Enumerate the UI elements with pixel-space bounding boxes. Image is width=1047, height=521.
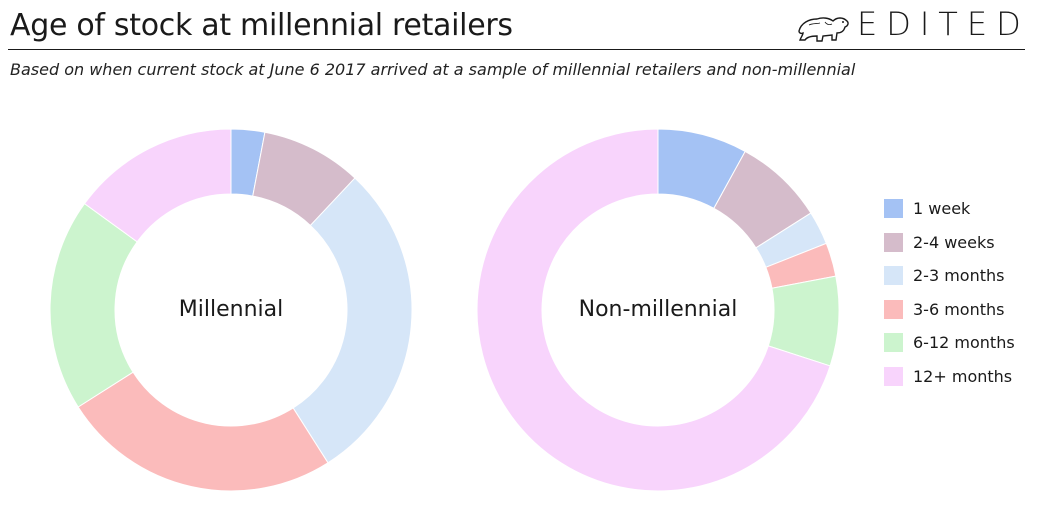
polar-bear-icon (798, 17, 849, 42)
legend-label: 2-3 months (913, 266, 1005, 286)
legend-label: 1 week (913, 199, 971, 219)
donut-slice-millennial-2 (292, 177, 413, 464)
legend-item: 2-3 months (884, 259, 1015, 293)
donut-center-label: Millennial (179, 297, 283, 322)
legend-swatch (884, 199, 903, 219)
donut-slice-non-millennial-5 (476, 128, 831, 492)
legend-item: 3-6 months (884, 293, 1015, 327)
legend-swatch (884, 333, 903, 353)
legend-item: 2-4 weeks (884, 226, 1015, 260)
chart-subtitle: Based on when current stock at June 6 20… (10, 60, 856, 79)
legend-label: 2-4 weeks (913, 232, 995, 252)
legend-swatch (884, 266, 903, 286)
chart-title: Age of stock at millennial retailers (10, 8, 513, 43)
legend-swatch (884, 299, 903, 319)
edited-logo: EDITED (795, 5, 1030, 45)
title-divider (8, 49, 1025, 50)
legend-swatch (884, 366, 903, 386)
donut-slice-millennial-3 (77, 371, 329, 492)
legend-label: 12+ months (913, 366, 1013, 386)
donut-slice-millennial-4 (49, 202, 138, 408)
legend-item: 1 week (884, 192, 1015, 226)
legend-swatch (884, 232, 903, 252)
legend-item: 6-12 months (884, 326, 1015, 360)
donut-slice-millennial-5 (83, 128, 232, 243)
donut-center-label: Non-millennial (579, 297, 738, 322)
legend-label: 6-12 months (913, 333, 1015, 353)
legend-item: 12+ months (884, 360, 1015, 394)
logo-text: EDITED (857, 5, 1030, 43)
legend-label: 3-6 months (913, 299, 1005, 319)
chart-legend: 1 week 2-4 weeks 2-3 months 3-6 months 6-12 … (884, 192, 1015, 393)
